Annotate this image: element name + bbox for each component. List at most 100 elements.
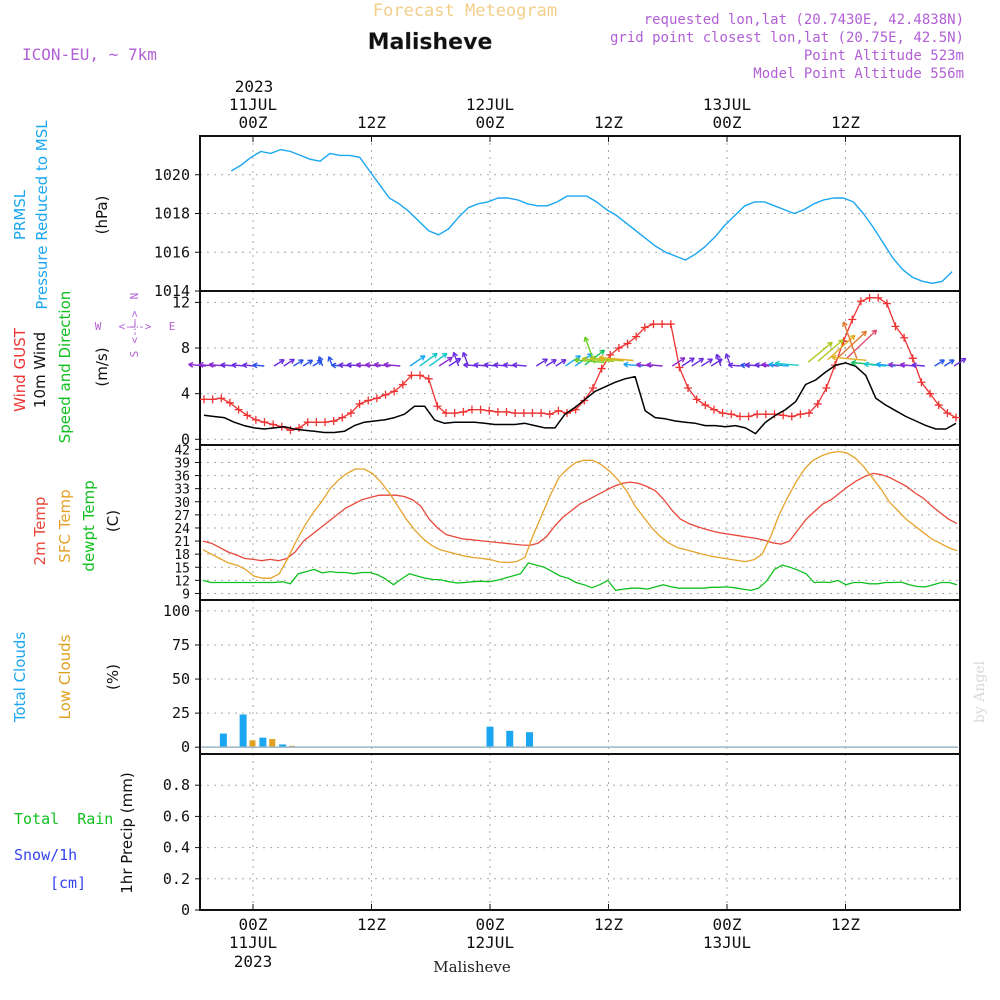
wind-arrow-head bbox=[373, 361, 379, 368]
wind-arrow-head bbox=[863, 361, 869, 368]
temp-unit: (C) bbox=[104, 510, 122, 532]
wind-arrow-head bbox=[754, 362, 760, 369]
y-tick-label: 75 bbox=[172, 636, 190, 654]
wind-arrow-shaft bbox=[452, 352, 460, 367]
top-hour-label: 00Z bbox=[239, 113, 268, 132]
wind-arrow-head bbox=[298, 359, 304, 365]
wind-arrow bbox=[293, 359, 304, 367]
wind-arrow-head bbox=[432, 352, 438, 359]
wind-arrow-head bbox=[960, 357, 967, 364]
gust-marker bbox=[692, 395, 701, 404]
total-cloud-bar bbox=[239, 714, 247, 748]
gust-marker bbox=[225, 398, 234, 407]
wind-arrow bbox=[623, 361, 644, 368]
model-point-altitude: Model Point Altitude 556m bbox=[753, 66, 964, 82]
top-axis-year: 2023 bbox=[235, 77, 274, 96]
y-tick-label: 0 bbox=[181, 738, 190, 756]
wind-arrow-head bbox=[899, 362, 906, 369]
compass-we-arrow: <-!-> bbox=[118, 320, 151, 333]
total-cloud-bar bbox=[279, 744, 287, 748]
gust-marker bbox=[528, 409, 537, 418]
wind-arrow-head bbox=[838, 339, 844, 345]
wind-arrow bbox=[198, 361, 216, 368]
gust-marker bbox=[398, 380, 407, 389]
model-name: ICON-EU, ~ 7km bbox=[22, 45, 157, 64]
wind-arrow-head bbox=[483, 362, 489, 369]
y-tick-label: 0.8 bbox=[163, 776, 190, 794]
bottom-hour-label: 12Z bbox=[357, 915, 386, 934]
wind-arrow bbox=[598, 354, 634, 362]
gust-marker bbox=[666, 320, 675, 329]
gust-marker bbox=[338, 413, 347, 422]
wind-arrow-head bbox=[599, 349, 606, 355]
total-cloud-bar bbox=[526, 732, 533, 748]
wind-arrow-head bbox=[331, 362, 337, 369]
gust-marker bbox=[718, 409, 727, 418]
wind-arrow-head bbox=[679, 357, 686, 363]
compass-ns-arrow: <-!-> bbox=[128, 310, 141, 343]
gust-marker bbox=[554, 406, 563, 415]
wind-arrow-shaft bbox=[283, 358, 295, 367]
compass-west: W bbox=[95, 320, 102, 333]
wind-arrow-shaft bbox=[831, 356, 867, 361]
gust-marker bbox=[822, 383, 831, 392]
wind-arrow-head bbox=[689, 357, 695, 363]
bottom-hour-label: 00Z bbox=[239, 915, 268, 934]
gust-marker bbox=[606, 350, 615, 359]
pressure-line bbox=[230, 148, 953, 284]
wind-arrow-shaft bbox=[681, 357, 695, 367]
wind-arrow-head bbox=[831, 354, 837, 361]
prmsl-long-label: Pressure Reduced to MSL bbox=[33, 120, 51, 310]
wind-arrow bbox=[943, 359, 955, 367]
y-tick-label: 0.2 bbox=[163, 870, 190, 888]
y-tick-label: 0 bbox=[181, 901, 190, 919]
wind-arrow-head bbox=[646, 361, 652, 368]
top-hour-label: 12Z bbox=[831, 113, 860, 132]
y-tick-label: 24 bbox=[174, 522, 190, 537]
bottom-hour-label: 12Z bbox=[831, 915, 860, 934]
wind-arrow-head bbox=[861, 330, 867, 337]
compass-north: N bbox=[128, 293, 141, 300]
y-tick-label: 25 bbox=[172, 704, 190, 722]
wind-arrow-shaft bbox=[623, 363, 644, 367]
gust-marker bbox=[442, 409, 451, 418]
gust-marker bbox=[217, 394, 226, 403]
y-axis-ticks: 1014101610181020048129121518212427303336… bbox=[154, 166, 200, 919]
total-cloud-bar bbox=[259, 737, 267, 748]
low-clouds-label: Low Clouds bbox=[56, 634, 74, 719]
top-hour-label: 00Z bbox=[476, 113, 505, 132]
bottom-hour-label: 00Z bbox=[713, 915, 742, 934]
wind-arrow-head bbox=[761, 361, 767, 368]
wind-arrow-head bbox=[724, 353, 731, 359]
gust-marker bbox=[675, 363, 684, 372]
total-cloud-bar bbox=[506, 730, 514, 748]
gust-marker bbox=[856, 297, 865, 306]
y-tick-label: 30 bbox=[174, 496, 190, 511]
temp-sfc-label: SFC Temp bbox=[56, 489, 74, 562]
wind-arrow-head bbox=[365, 362, 371, 369]
gust-marker bbox=[485, 406, 494, 415]
wind-arrow-head bbox=[355, 362, 362, 369]
gust-marker bbox=[476, 405, 485, 414]
product-title: Forecast Meteogram bbox=[373, 1, 557, 21]
gust-marker bbox=[917, 378, 926, 387]
wind-arrow-shaft bbox=[409, 355, 426, 367]
wind-arrow-head bbox=[698, 357, 705, 364]
wind-arrow bbox=[535, 358, 548, 367]
gust-marker bbox=[926, 389, 935, 398]
wind-arrow-shaft bbox=[590, 357, 624, 362]
wind-series bbox=[200, 293, 960, 435]
wind-arrow-head bbox=[636, 361, 642, 368]
gust-marker bbox=[390, 387, 399, 396]
wind-arrow-head bbox=[589, 355, 596, 362]
total-rain-label: Total Rain bbox=[14, 810, 113, 828]
wind-arrow bbox=[584, 349, 606, 366]
gust-marker bbox=[243, 411, 252, 420]
wind-arrow-shaft bbox=[198, 363, 216, 367]
gust-marker bbox=[312, 418, 321, 427]
gust-marker bbox=[407, 371, 416, 380]
wind-arrow-head bbox=[842, 321, 848, 327]
gust-marker bbox=[701, 401, 710, 410]
wind-arrow bbox=[419, 352, 438, 367]
y-tick-label: 0.4 bbox=[163, 839, 190, 857]
